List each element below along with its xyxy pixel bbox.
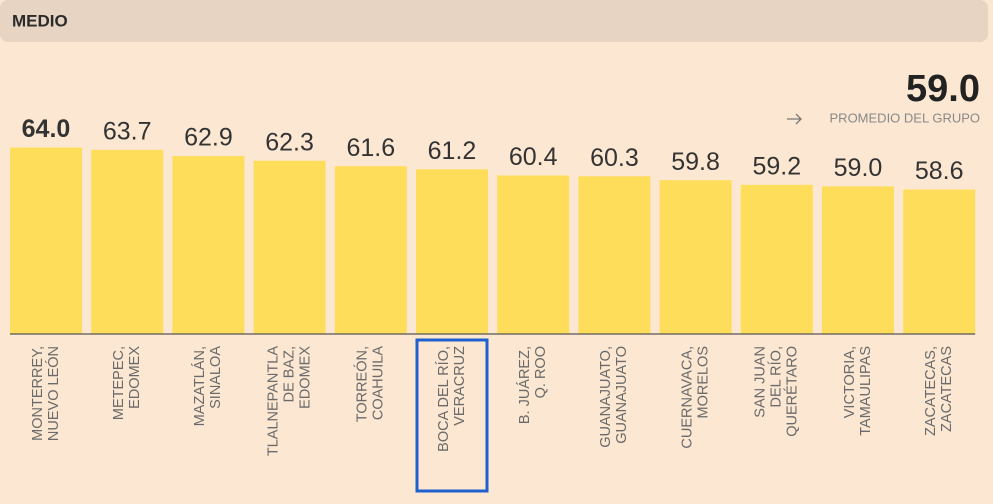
value-label: 60.3	[590, 144, 639, 172]
x-tick-label: MONTERREY,	[30, 346, 46, 441]
x-tick-label: VERACRUZ	[452, 346, 468, 426]
value-label: 63.7	[103, 117, 152, 145]
x-tick-label: VICTORIA,	[842, 346, 858, 418]
chart-title: MEDIO	[12, 11, 68, 30]
highlight-box	[415, 338, 489, 493]
value-label: 61.2	[428, 137, 477, 165]
x-tick-label: BOCA DEL RÍO,	[435, 346, 452, 452]
x-tick-label: GUANAJUATO,	[598, 346, 614, 448]
x-tick-label: MORELOS	[695, 346, 711, 419]
x-tick-label: TLALNEPANTLA	[265, 346, 281, 456]
average-value: 59.0	[906, 68, 980, 110]
bar	[253, 160, 326, 334]
value-label: 62.9	[184, 124, 233, 152]
x-tick-label: DE BAZ,	[281, 346, 297, 402]
x-tick-label: B. JUÁREZ,	[516, 346, 533, 424]
x-tick-label: GUANAJUATO	[614, 346, 630, 444]
bar	[659, 180, 732, 334]
bar	[416, 169, 488, 334]
x-tick-label: Q. ROO	[533, 346, 549, 398]
arrow-icon	[787, 113, 802, 125]
bar	[822, 186, 894, 334]
value-label: 64.0	[22, 115, 71, 143]
x-tick-label: TORREÓN,	[354, 346, 371, 422]
average-label: PROMEDIO DEL GRUPO	[830, 110, 980, 125]
value-label: 62.3	[265, 128, 314, 156]
bar	[497, 175, 570, 334]
x-tick-label: CUERNAVACA,	[679, 346, 695, 449]
header-band	[0, 0, 988, 42]
value-label: 59.2	[752, 152, 801, 180]
x-tick-label: QUERÉTARO	[784, 346, 801, 437]
x-tick-label: SINALOA	[208, 346, 224, 409]
x-tick-label: MAZATLÁN,	[191, 346, 208, 426]
value-label: 61.6	[346, 134, 395, 162]
x-tick-label: METEPEC,	[111, 346, 127, 420]
value-label: 59.8	[671, 148, 720, 176]
x-tick-label: DEL RÍO,	[768, 346, 785, 408]
x-tick-label: EDOMEX	[127, 346, 143, 409]
value-label: 60.4	[509, 143, 558, 171]
value-label: 58.6	[915, 157, 964, 185]
x-tick-label: SAN JUAN	[753, 346, 769, 418]
bar	[334, 166, 407, 334]
x-tick-label: EDOMEX	[297, 346, 313, 409]
x-tick-label: TAMAULIPAS	[858, 346, 874, 436]
x-tick-label: COAHUILA	[371, 346, 387, 420]
bar	[578, 176, 651, 334]
bar	[740, 184, 813, 334]
bar	[172, 156, 245, 334]
x-tick-label: NUEVO LEÓN	[45, 346, 62, 441]
bar	[10, 147, 82, 334]
bar	[903, 189, 976, 334]
x-tick-label: ZACATECAS	[939, 346, 955, 432]
bar	[91, 149, 164, 334]
value-label: 59.0	[834, 154, 883, 182]
x-tick-label: ZACATECAS,	[923, 346, 939, 436]
